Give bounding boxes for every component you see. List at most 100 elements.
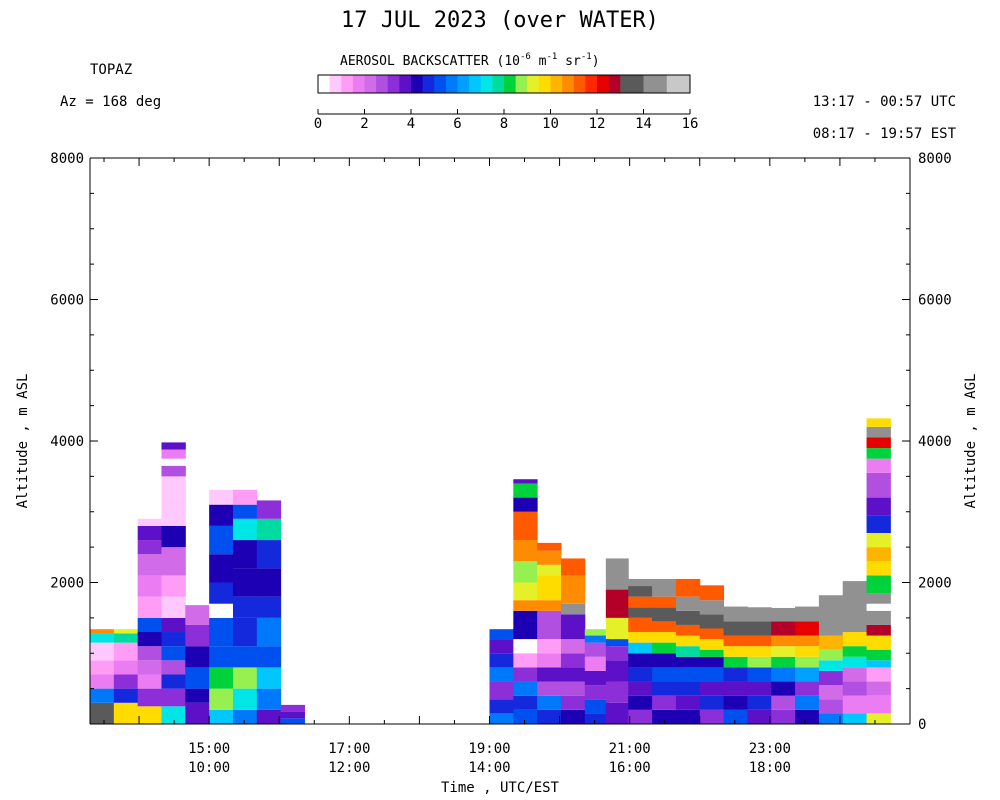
- backscatter-layer: [866, 695, 891, 714]
- backscatter-layer: [675, 646, 701, 657]
- backscatter-layer: [699, 667, 725, 682]
- backscatter-layer: [866, 458, 891, 473]
- time-range-utc: 13:17 - 00:57 UTC: [812, 94, 956, 110]
- backscatter-layer: [818, 670, 844, 686]
- backscatter-layer: [699, 585, 725, 601]
- backscatter-layer: [747, 709, 772, 724]
- backscatter-layer: [723, 646, 748, 657]
- backscatter-layer: [513, 479, 538, 484]
- backscatter-layer: [560, 614, 586, 640]
- backscatter-layer: [866, 593, 891, 604]
- backscatter-layer: [232, 568, 258, 597]
- backscatter-layer: [747, 635, 772, 647]
- colorbar-swatch: [492, 75, 505, 93]
- backscatter-layer: [113, 642, 139, 661]
- backscatter-layer: [161, 458, 186, 466]
- backscatter-layer: [723, 667, 748, 682]
- backscatter-layer: [652, 642, 677, 654]
- backscatter-layer: [560, 695, 586, 710]
- backscatter-layer: [675, 578, 701, 597]
- backscatter-layer: [489, 713, 514, 724]
- colorbar-swatch: [527, 75, 540, 93]
- backscatter-layer: [161, 617, 186, 633]
- backscatter-layer: [209, 489, 234, 505]
- backscatter-layer: [699, 709, 725, 724]
- backscatter-layer: [584, 635, 610, 643]
- colorbar-swatch: [515, 75, 528, 93]
- backscatter-layer: [652, 621, 677, 633]
- azimuth-label: Az = 168 deg: [60, 94, 162, 110]
- backscatter-layer: [771, 709, 796, 724]
- backscatter-layer: [747, 681, 772, 696]
- backscatter-layer: [818, 699, 844, 714]
- backscatter-layer: [161, 575, 186, 597]
- backscatter-layer: [256, 688, 282, 710]
- backscatter-layer: [513, 511, 538, 541]
- backscatter-layer: [137, 660, 162, 675]
- backscatter-layer: [137, 525, 162, 541]
- backscatter-layer: [866, 624, 891, 636]
- backscatter-layer: [256, 596, 282, 618]
- y-tick-label-left: 6000: [50, 293, 84, 309]
- time-range-est: 08:17 - 19:57 EST: [812, 126, 956, 142]
- colorbar-swatch: [608, 75, 621, 93]
- colorbar-swatch: [318, 75, 331, 93]
- backscatter-layer: [584, 670, 610, 686]
- colorbar-title-exp1: -6: [520, 52, 531, 62]
- backscatter-layer: [605, 646, 629, 661]
- backscatter-layer: [723, 681, 748, 696]
- backscatter-layer: [675, 624, 701, 636]
- x-tick-label-utc: 17:00: [328, 741, 370, 757]
- backscatter-layer: [137, 632, 162, 647]
- colorbar-swatch: [411, 75, 424, 93]
- y-tick-label-right: 8000: [918, 151, 952, 167]
- backscatter-layer: [675, 709, 701, 724]
- backscatter-layer: [605, 589, 629, 618]
- backscatter-layer: [652, 709, 677, 724]
- backscatter-layer: [771, 621, 796, 636]
- backscatter-layer: [537, 639, 562, 654]
- backscatter-layer: [723, 656, 748, 668]
- backscatter-layer: [866, 448, 891, 459]
- backscatter-layer: [232, 489, 258, 505]
- backscatter-layer: [795, 667, 820, 682]
- backscatter-layer: [209, 667, 234, 689]
- backscatter-layer: [795, 656, 820, 668]
- backscatter-layer: [675, 667, 701, 682]
- y-tick-label-right: 0: [918, 717, 926, 733]
- backscatter-layer: [489, 629, 514, 640]
- backscatter-layer: [161, 674, 186, 689]
- backscatter-layer: [699, 639, 725, 650]
- backscatter-layer: [161, 646, 186, 661]
- backscatter-layer: [675, 681, 701, 696]
- backscatter-layer: [256, 568, 282, 597]
- backscatter-layer: [232, 518, 258, 541]
- backscatter-layer: [605, 617, 629, 640]
- colorbar-title-mid2: sr: [557, 54, 581, 69]
- backscatter-layer: [652, 607, 677, 622]
- backscatter-layer: [209, 646, 234, 668]
- backscatter-layer: [513, 483, 538, 498]
- backscatter-layer: [209, 525, 234, 555]
- backscatter-layer: [628, 709, 653, 724]
- colorbar-swatch: [457, 75, 470, 93]
- backscatter-layer: [605, 639, 629, 647]
- axes: 2000 4000 6000 8000 0 2000 4000 6000 8000 15:00 10…: [15, 151, 979, 796]
- backscatter-layer: [795, 709, 820, 724]
- backscatter-layer: [866, 649, 891, 661]
- colorbar-tick-label: 4: [407, 116, 415, 132]
- backscatter-layer: [584, 629, 610, 636]
- y-tick-label-right: 4000: [918, 434, 952, 450]
- backscatter-layer: [842, 581, 868, 633]
- backscatter-layer: [560, 709, 586, 724]
- backscatter-layer: [513, 610, 538, 640]
- backscatter-layer: [161, 547, 186, 576]
- colorbar-swatch: [631, 75, 644, 93]
- backscatter-layer: [280, 718, 305, 724]
- backscatter-layer: [605, 660, 629, 682]
- backscatter-layer: [866, 561, 891, 576]
- backscatter-layer: [747, 695, 772, 710]
- backscatter-layer: [866, 713, 891, 724]
- backscatter-layer: [842, 695, 868, 714]
- backscatter-layer: [628, 578, 653, 587]
